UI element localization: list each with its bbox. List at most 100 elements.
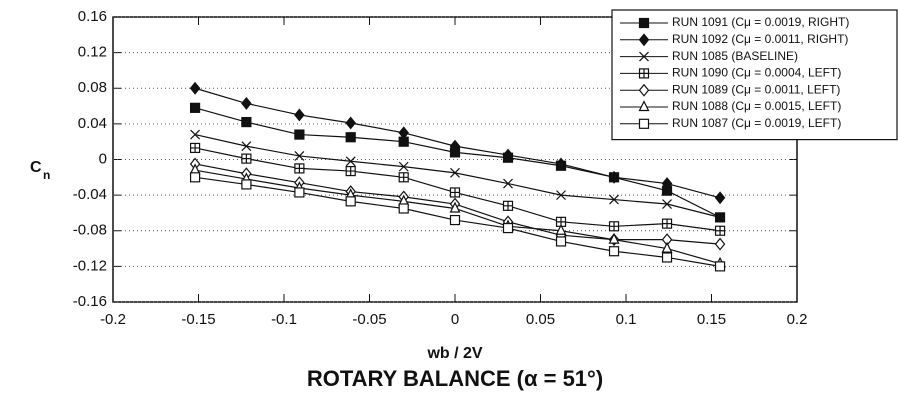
marker <box>189 102 201 113</box>
marker-shape <box>241 154 251 164</box>
legend-label: RUN 1085 (BASELINE) <box>672 49 798 63</box>
marker-shape <box>345 116 356 130</box>
marker-shape <box>502 222 514 234</box>
marker-shape <box>639 68 649 78</box>
marker-shape <box>345 132 356 143</box>
marker <box>294 108 305 122</box>
marker <box>345 132 356 143</box>
marker-shape <box>503 178 513 189</box>
marker-shape <box>609 194 619 205</box>
marker-shape <box>609 221 619 231</box>
marker-shape <box>449 201 461 213</box>
marker <box>638 33 650 47</box>
marker-shape <box>294 129 305 140</box>
x-tick-label: 0.05 <box>526 311 555 328</box>
y-tick-label: -0.04 <box>73 186 107 203</box>
marker-shape <box>715 212 725 223</box>
marker <box>661 252 673 263</box>
x-tick-label: 0.1 <box>616 311 637 328</box>
marker <box>449 214 461 226</box>
marker <box>398 172 409 183</box>
marker <box>503 178 513 189</box>
marker <box>608 232 620 244</box>
legend-label: RUN 1092 (Cμ = 0.0011, RIGHT) <box>672 32 848 46</box>
marker <box>715 212 725 223</box>
chart-title: ROTARY BALANCE (α = 51°) <box>307 366 603 391</box>
marker <box>294 129 305 140</box>
y-tick-label: -0.08 <box>73 222 107 239</box>
marker-shape <box>555 236 567 247</box>
marker <box>556 190 566 201</box>
marker-shape <box>294 187 305 198</box>
marker <box>294 187 305 198</box>
marker-shape <box>190 129 201 140</box>
y-tick-label: 0 <box>99 150 107 167</box>
marker-shape <box>661 252 673 263</box>
x-tick-label: -0.2 <box>100 311 126 328</box>
marker-shape <box>398 203 409 214</box>
marker <box>294 151 305 161</box>
y-tick-label: 0.16 <box>78 8 107 25</box>
y-tick-label: 0.08 <box>78 79 107 96</box>
marker-shape <box>714 261 726 272</box>
marker-shape <box>638 17 650 29</box>
marker <box>502 200 514 211</box>
marker-shape <box>503 201 513 211</box>
marker-shape <box>189 172 201 183</box>
x-tick-label: 0 <box>451 311 459 328</box>
marker <box>449 201 461 213</box>
marker-shape <box>608 170 620 184</box>
marker-shape <box>661 241 673 253</box>
marker-shape <box>450 187 460 197</box>
marker <box>555 157 567 171</box>
marker-shape <box>661 177 673 190</box>
marker <box>608 221 620 232</box>
marker-shape <box>638 83 650 97</box>
marker <box>502 222 514 234</box>
marker <box>189 172 201 183</box>
marker <box>294 163 305 174</box>
marker-shape <box>638 118 650 129</box>
marker-shape <box>449 214 461 226</box>
marker <box>449 187 461 198</box>
marker-shape <box>502 148 514 162</box>
marker <box>608 170 620 184</box>
marker-shape <box>662 199 672 209</box>
x-tick-label: 0.15 <box>697 311 726 328</box>
marker-shape <box>241 116 252 128</box>
marker <box>638 100 650 112</box>
marker-shape <box>190 143 200 153</box>
marker-shape <box>189 102 201 113</box>
marker-shape <box>345 196 356 207</box>
x-tick-label: -0.1 <box>271 311 297 328</box>
marker-shape <box>638 33 650 47</box>
y-tick-label: 0.04 <box>78 115 107 132</box>
marker <box>714 225 726 236</box>
marker-shape <box>241 141 252 152</box>
marker-shape <box>608 246 620 257</box>
marker-shape <box>345 156 356 167</box>
marker <box>398 203 409 214</box>
marker-shape <box>189 81 201 95</box>
y-tick-label: -0.12 <box>73 257 107 274</box>
marker-shape <box>398 161 409 172</box>
marker-shape <box>294 151 305 161</box>
marker <box>398 161 409 172</box>
marker-shape <box>450 167 460 178</box>
marker-shape <box>241 179 252 190</box>
marker-shape <box>555 157 567 171</box>
y-axis-label: C <box>30 159 42 176</box>
marker <box>241 153 252 164</box>
x-tick-label: -0.15 <box>181 311 215 328</box>
marker <box>555 236 567 247</box>
marker-shape <box>399 172 409 182</box>
legend-box <box>611 9 898 141</box>
legend-label: RUN 1087 (Cμ = 0.0019, LEFT) <box>672 116 841 130</box>
marker <box>241 116 252 128</box>
x-tick-label: 0.2 <box>787 311 808 328</box>
marker <box>662 199 672 209</box>
marker <box>190 129 201 140</box>
marker <box>398 126 409 140</box>
marker <box>189 142 201 154</box>
marker <box>638 118 650 129</box>
